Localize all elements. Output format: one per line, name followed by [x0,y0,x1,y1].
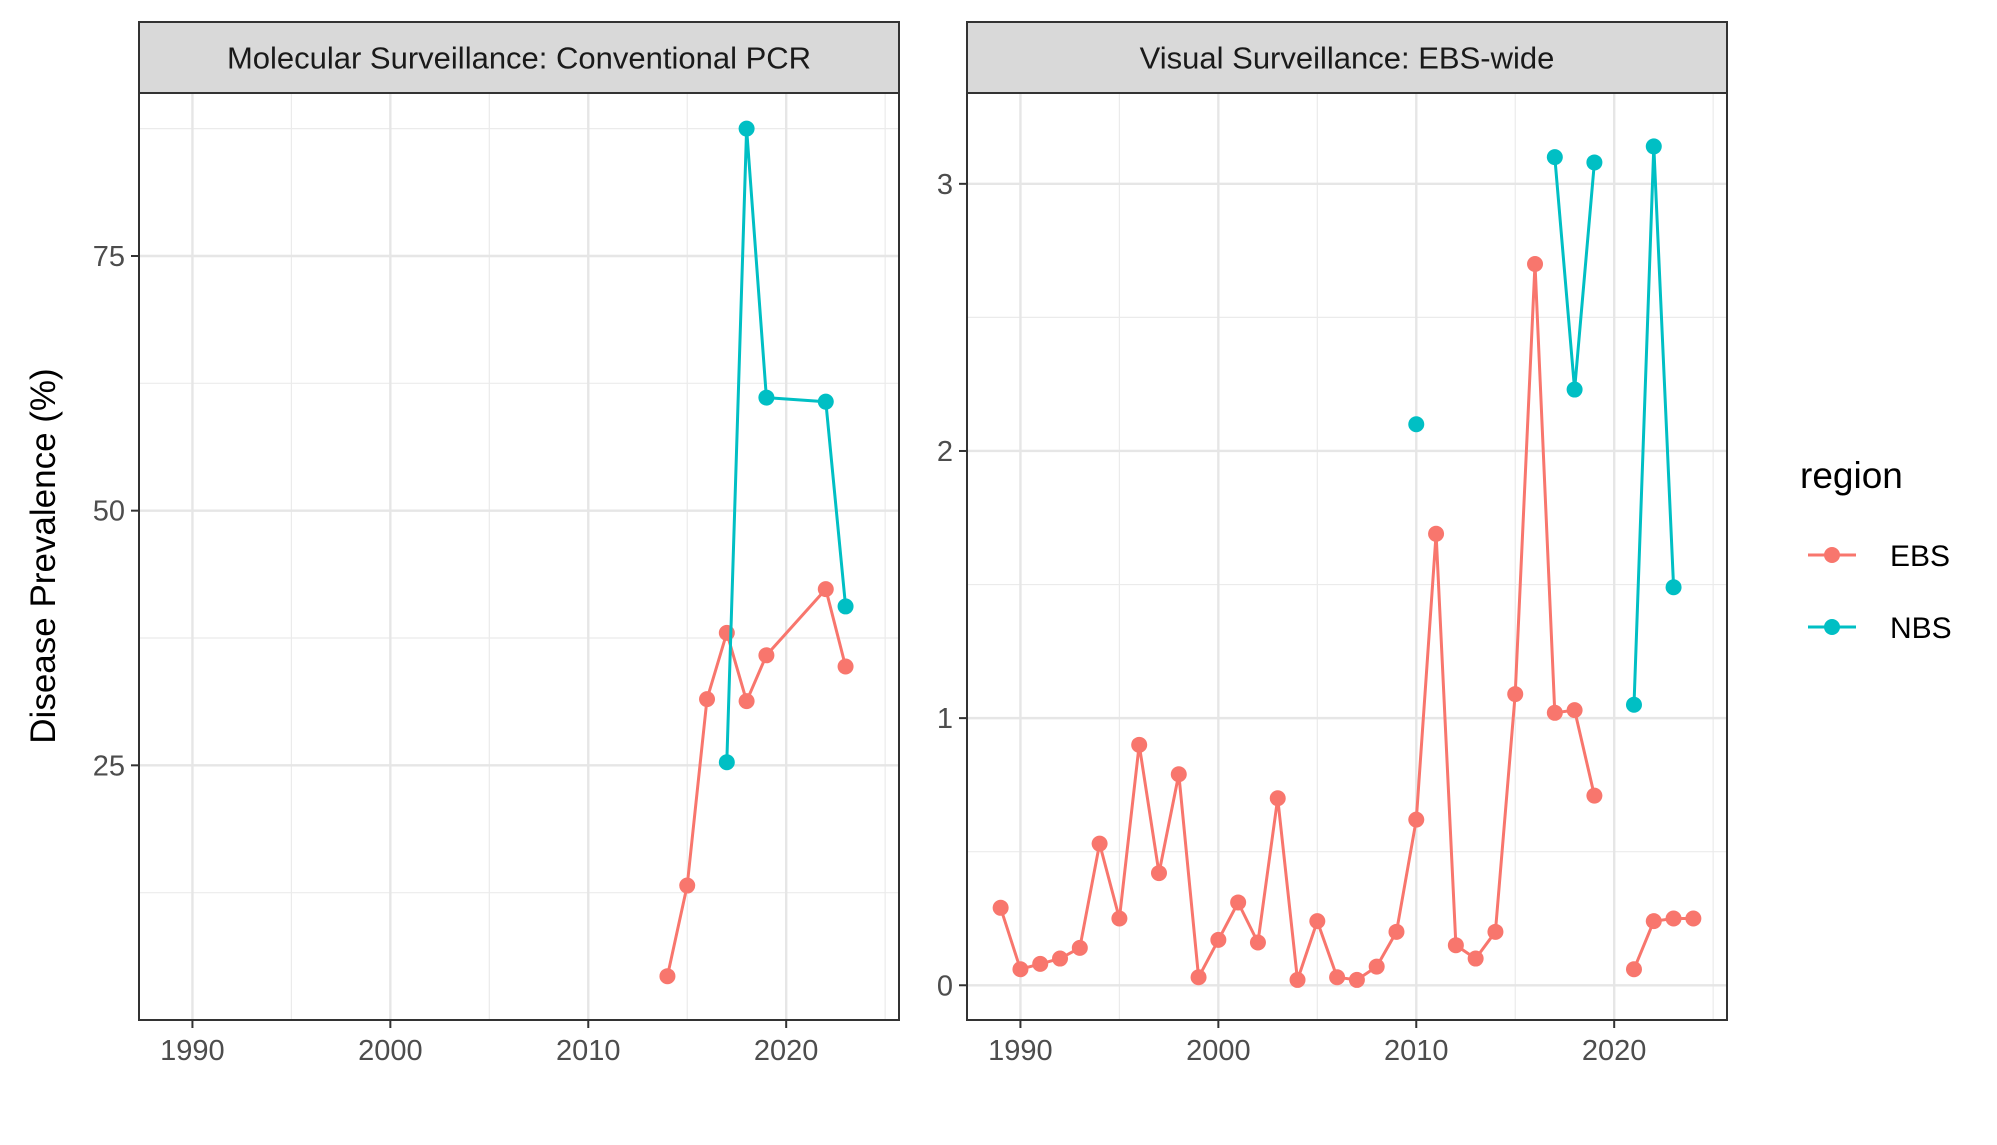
data-point-ebs [1170,766,1187,783]
legend: region EBS NBS [1800,455,1952,645]
data-point-ebs [1329,969,1346,986]
data-point-ebs [1527,255,1544,272]
panel-border [138,92,900,1021]
x-tick-label: 2000 [358,1035,423,1067]
data-point-ebs [1467,950,1484,967]
data-point-ebs [1309,913,1326,930]
y-axis-title: Disease Prevalence (%) [24,368,63,743]
series-line-ebs [1632,917,1694,970]
y-tick-label: 25 [93,750,125,782]
data-point-ebs [992,899,1009,916]
data-point-ebs [817,581,834,598]
y-tick-label: 1 [937,703,953,735]
data-point-ebs [1685,910,1702,927]
data-point-ebs [1131,736,1148,753]
data-point-nbs [1566,381,1583,398]
data-point-ebs [1032,955,1049,972]
data-point-ebs [699,691,716,708]
x-tick-label: 1990 [988,1035,1053,1067]
data-point-nbs [718,754,735,771]
data-point-ebs [1111,910,1128,927]
data-point-ebs [1230,894,1247,911]
x-tick-label: 2000 [1186,1035,1251,1067]
data-point-ebs [738,693,755,710]
x-tick-label: 2010 [556,1035,621,1067]
data-point-ebs [1368,958,1385,975]
data-point-ebs [837,658,854,675]
y-tick-label: 0 [937,970,953,1002]
data-point-nbs [1408,416,1425,433]
data-point-nbs [817,393,834,410]
data-point-ebs [1447,937,1464,954]
data-point-nbs [758,389,775,406]
data-point-ebs [1190,969,1207,986]
panel-border [966,92,1728,1021]
data-point-nbs [1665,579,1682,596]
data-point-ebs [1566,702,1583,719]
x-tick-label: 2020 [1582,1035,1647,1067]
data-point-ebs [1249,934,1266,951]
legend-title: region [1800,455,1903,496]
data-point-ebs [1408,811,1425,828]
data-point-ebs [1586,787,1603,804]
legend-label: NBS [1890,612,1952,645]
facet-strip [138,21,900,94]
data-point-ebs [758,647,775,664]
x-tick-label: 2010 [1384,1035,1449,1067]
data-point-ebs [1507,686,1524,703]
data-point-ebs [1645,913,1662,930]
legend-key-point [1824,547,1840,563]
data-point-ebs [1665,910,1682,927]
data-point-ebs [1071,939,1088,956]
panel-background [139,93,899,1020]
data-point-ebs [659,968,676,985]
data-point-nbs [1625,696,1642,713]
facet-title: Molecular Surveillance: Conventional PCR [227,41,811,76]
data-point-ebs [1546,704,1563,721]
panel-background [967,93,1727,1020]
data-point-ebs [1487,923,1504,940]
data-point-ebs [1625,961,1642,978]
data-point-ebs [1052,950,1069,967]
facet-title: Visual Surveillance: EBS-wide [1140,41,1555,76]
data-point-ebs [1428,525,1445,542]
data-point-ebs [1388,923,1405,940]
data-point-nbs [837,598,854,615]
data-point-nbs [738,120,755,137]
y-tick-label: 3 [937,169,953,201]
data-point-ebs [1012,961,1029,978]
y-tick-label: 75 [93,241,125,273]
data-point-nbs [1645,138,1662,155]
x-tick-label: 2020 [754,1035,819,1067]
data-point-ebs [1210,931,1227,948]
y-tick-label: 50 [93,496,125,528]
data-point-ebs [1150,865,1167,882]
data-point-ebs [1269,790,1286,807]
data-point-ebs [679,877,696,894]
x-tick-label: 1990 [160,1035,225,1067]
legend-key-point [1824,619,1840,635]
legend-label: EBS [1890,540,1950,573]
data-point-ebs [1289,971,1306,988]
facet-strip [966,21,1728,94]
series-line-ebs [665,587,848,977]
data-point-nbs [1546,149,1563,166]
data-point-ebs [1091,835,1108,852]
y-tick-label: 2 [937,436,953,468]
panel-1: Molecular Surveillance: Conventional PCR… [93,21,900,1067]
data-point-nbs [1586,154,1603,171]
data-point-ebs [1348,971,1365,988]
